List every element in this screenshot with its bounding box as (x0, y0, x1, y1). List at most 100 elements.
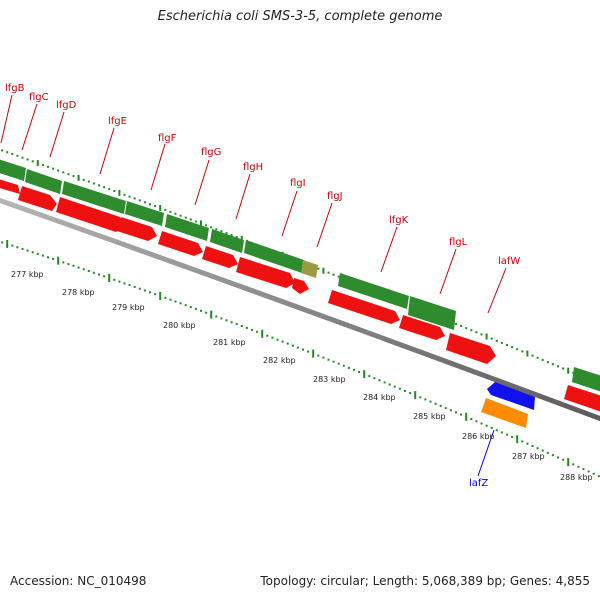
inner-minor-tick (276, 338, 279, 341)
outer-minor-tick (149, 203, 151, 206)
inner-minor-tick (434, 402, 437, 405)
outer-minor-tick (521, 350, 524, 353)
inner-minor-tick (353, 368, 355, 371)
inner-minor-tick (597, 475, 600, 478)
inner-minor-tick (72, 264, 75, 267)
inner-minor-tick (302, 348, 304, 351)
inner-major-tick (312, 349, 315, 358)
inner-minor-tick (460, 413, 463, 416)
gene-lfgE (125, 201, 164, 226)
leader-line-lafW (487, 267, 507, 314)
inner-minor-tick (296, 346, 299, 349)
gene-red-3 (56, 197, 125, 232)
gene-red-6 (202, 246, 238, 268)
scale-label: 277 kbp (11, 270, 44, 279)
gene-labels: lfgB flgC lfgD lfgE flgF flgG flgH flgI flgJ lfgK… (5, 83, 520, 489)
gene-label-lfgB: lfgB (5, 83, 25, 94)
inner-minor-tick (62, 261, 65, 264)
outer-minor-tick (72, 175, 75, 178)
inner-major-tick (567, 458, 570, 467)
outer-minor-tick (551, 363, 554, 366)
outer-minor-tick (215, 228, 218, 231)
outer-minor-tick (546, 361, 549, 364)
inner-minor-tick (138, 287, 141, 290)
scale-label: 286 kbp (462, 432, 495, 441)
inner-minor-tick (205, 311, 208, 314)
inner-minor-tick (388, 383, 391, 386)
scale-label: 284 kbp (363, 393, 396, 402)
inner-minor-tick (251, 328, 253, 331)
gene-flgI (301, 260, 318, 278)
gene-label-lfgE: lfgE (108, 116, 127, 127)
outer-minor-tick (337, 275, 340, 278)
scale-label: 283 kbp (313, 375, 346, 384)
outer-minor-tick (210, 226, 213, 229)
outer-minor-tick (495, 339, 498, 342)
inner-minor-tick (220, 317, 223, 320)
inner-minor-tick (587, 470, 590, 473)
outer-minor-tick (143, 201, 146, 204)
inner-minor-tick (409, 392, 412, 394)
inner-minor-tick (245, 326, 248, 329)
inner-minor-tick (256, 330, 259, 333)
inner-minor-tick (123, 282, 126, 285)
outer-minor-tick (490, 337, 493, 340)
gene-flgC (25, 169, 62, 194)
inner-minor-tick (67, 263, 70, 266)
outer-minor-tick (108, 188, 111, 191)
gene-label-flgF: flgF (158, 133, 177, 144)
outer-minor-tick (500, 341, 503, 344)
leader-line-flgF (150, 143, 166, 191)
inner-major-tick (465, 412, 468, 421)
outer-minor-tick (179, 214, 182, 217)
inner-minor-tick (103, 275, 106, 278)
inner-minor-tick (506, 433, 508, 436)
outer-minor-tick (230, 234, 233, 237)
scale-label: 281 kbp (213, 338, 246, 347)
outer-minor-tick (506, 344, 508, 346)
page-title: Escherichia coli SMS-3-5, complete genom… (157, 9, 443, 24)
gene-label-flgC: flgC (29, 92, 49, 103)
inner-minor-tick (485, 424, 488, 427)
inner-minor-tick (77, 266, 80, 269)
inner-minor-tick (577, 465, 580, 468)
leader-line-flgC (21, 103, 38, 151)
gene-flgF (165, 214, 209, 241)
outer-minor-tick (332, 273, 335, 276)
reverse-genes-red (0, 179, 600, 412)
inner-minor-tick (281, 340, 284, 343)
inner-minor-tick (26, 249, 29, 252)
inner-minor-tick (327, 358, 330, 361)
inner-minor-tick (307, 350, 310, 353)
inner-minor-tick (317, 354, 320, 357)
gene-flgH (244, 240, 304, 273)
gene-label-flgH: flgH (243, 162, 263, 173)
inner-minor-tick (551, 454, 554, 457)
scale-label: 288 kbp (560, 473, 593, 482)
inner-minor-tick (113, 278, 116, 281)
inner-minor-tick (500, 431, 503, 434)
inner-minor-tick (194, 307, 197, 310)
inner-major-tick (516, 435, 519, 444)
outer-minor-tick (57, 169, 60, 172)
outer-major-tick (240, 236, 243, 242)
inner-minor-tick (546, 451, 549, 454)
inner-major-tick (261, 329, 264, 338)
outer-minor-tick (235, 236, 238, 238)
inner-minor-tick (582, 468, 585, 471)
inner-minor-tick (378, 379, 381, 382)
inner-minor-tick (526, 442, 529, 445)
inner-minor-tick (342, 364, 345, 367)
outer-minor-tick (455, 322, 457, 325)
outer-minor-tick (123, 193, 126, 196)
inner-minor-tick (215, 315, 218, 318)
gene-lfgD (62, 181, 126, 214)
leader-line-flgJ (316, 202, 333, 248)
outer-minor-tick (21, 156, 24, 159)
inner-minor-tick (521, 440, 524, 443)
inner-minor-tick (230, 321, 233, 324)
inner-minor-tick (133, 285, 136, 288)
gene-label-flgJ: flgJ (327, 191, 343, 202)
outer-minor-tick (47, 165, 49, 168)
